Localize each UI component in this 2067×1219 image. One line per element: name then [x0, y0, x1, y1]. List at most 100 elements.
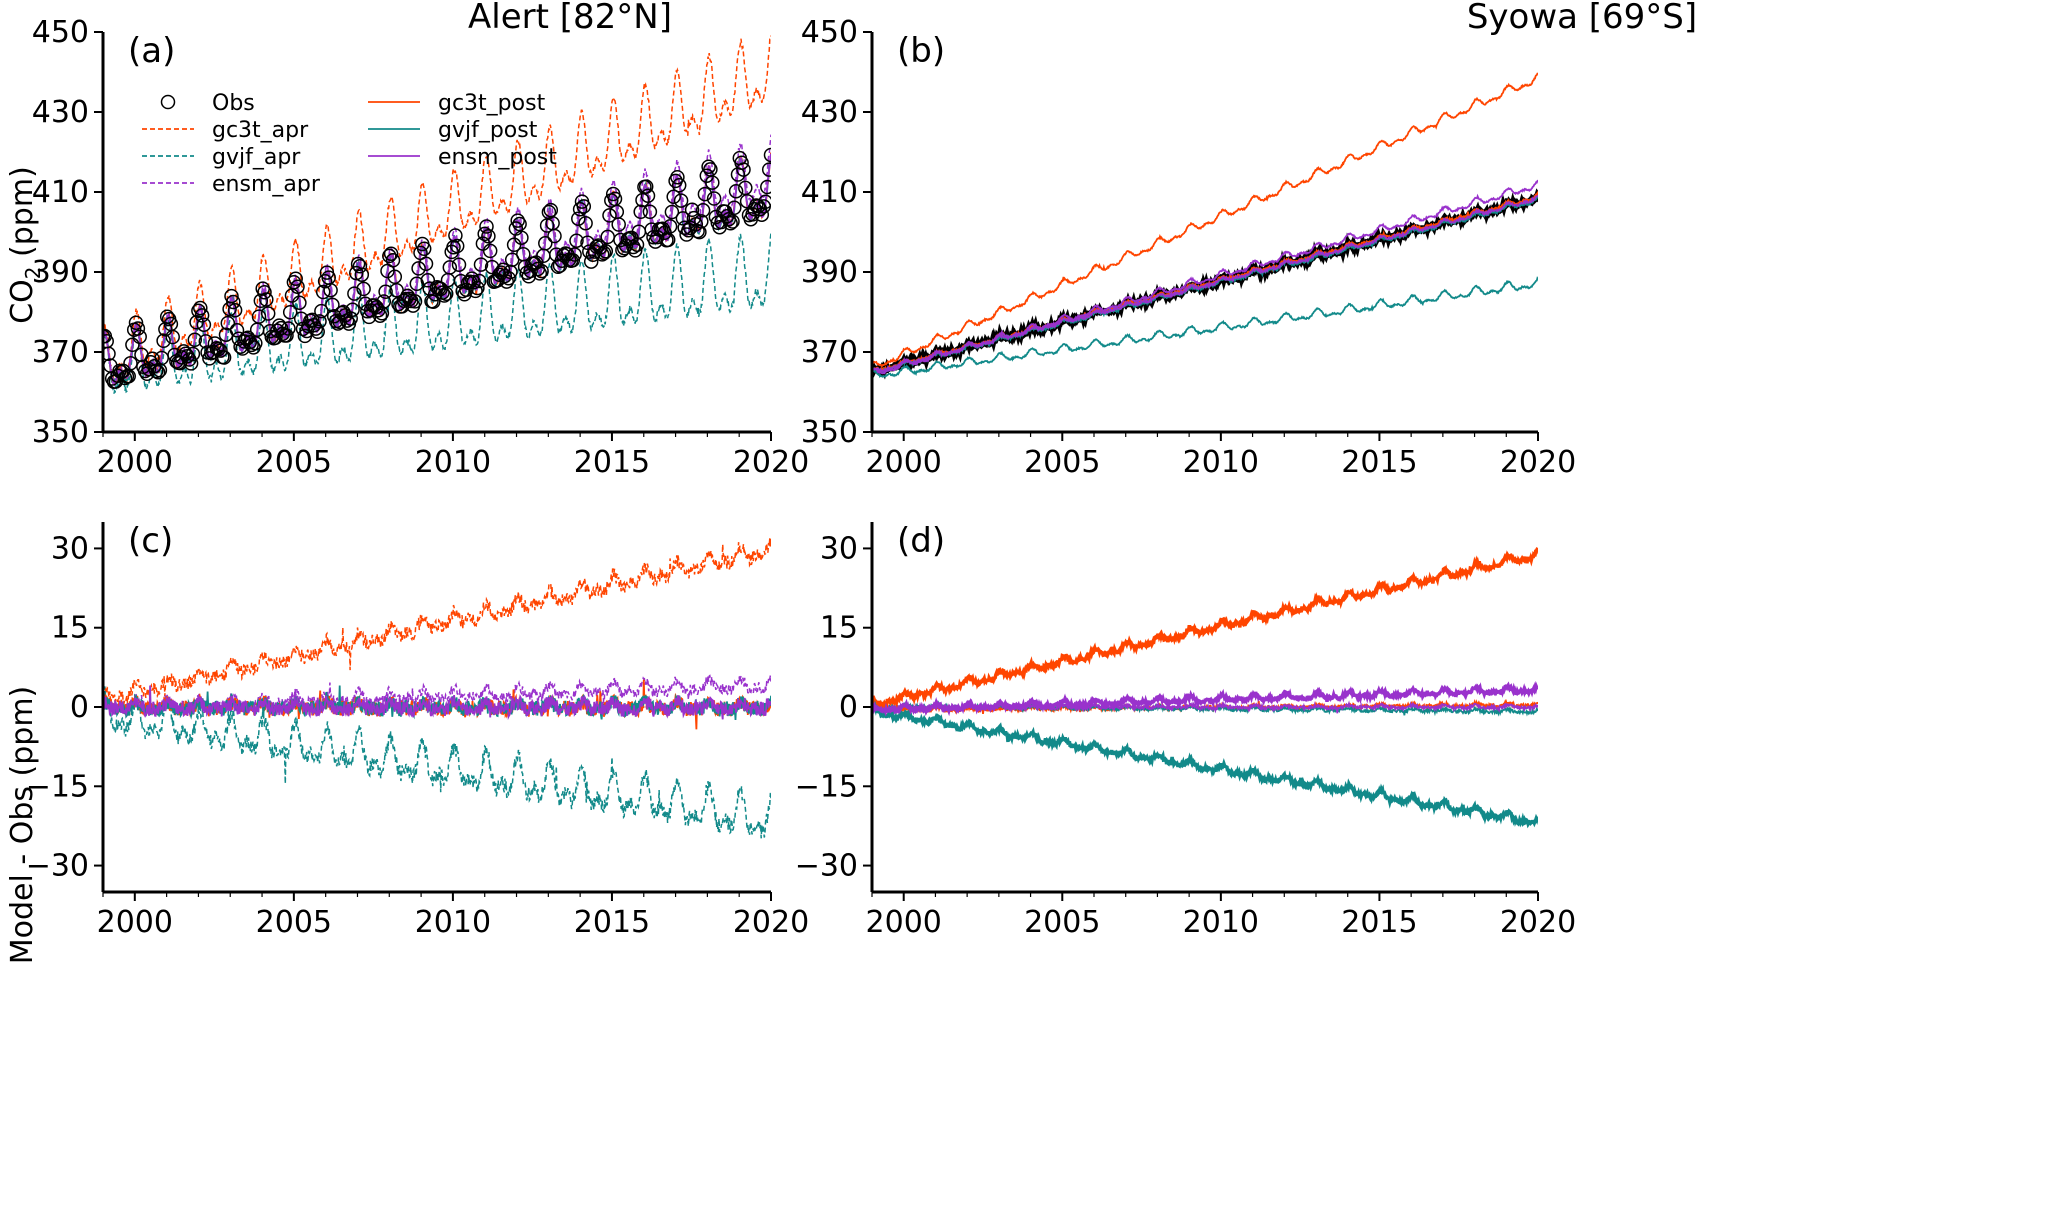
obs-point: [437, 288, 452, 303]
x-tick-label: 2015: [574, 445, 650, 480]
obs-point: [183, 356, 199, 371]
obs-point: [389, 282, 404, 298]
obs-point: [224, 288, 239, 304]
y-tick-label: 390: [801, 255, 858, 290]
obs-point: [670, 169, 685, 185]
x-tick-label: 2015: [1341, 445, 1417, 480]
obs-point: [150, 365, 166, 380]
obs-point: [565, 253, 581, 268]
obs-point: [315, 284, 331, 300]
obs-point: [248, 335, 263, 351]
obs-point: [382, 248, 397, 264]
obs-point: [538, 236, 553, 251]
obs-point: [694, 214, 709, 229]
obs-point: [347, 286, 362, 301]
obs-point: [416, 241, 432, 257]
obs-point: [633, 204, 648, 220]
y-tick-label: 15: [820, 611, 858, 646]
obs-point: [514, 230, 529, 245]
obs-point: [159, 309, 175, 324]
obs-point: [354, 267, 370, 282]
obs-point: [103, 346, 116, 362]
obs-point: [229, 322, 245, 338]
obs-point: [372, 308, 388, 323]
series-gc3t_apr-line: [872, 546, 1538, 712]
obs-point: [156, 333, 171, 349]
legend-label: gvjf_post: [438, 118, 538, 143]
legend-label: ensm_apr: [212, 172, 321, 197]
obs-point: [692, 224, 707, 240]
legend-item-gvjf_post: gvjf_post: [368, 118, 538, 143]
obs-point: [598, 244, 614, 259]
series-ensm_apr-line: [872, 179, 1538, 375]
y-tick-label: 430: [32, 95, 89, 130]
x-tick-label: 2010: [1183, 445, 1259, 480]
x-tick-label: 2000: [97, 445, 173, 480]
obs-point: [251, 309, 267, 324]
obs-point: [618, 238, 634, 253]
y-tick-label: 450: [801, 15, 858, 50]
obs-point: [259, 292, 274, 307]
obs-point: [383, 246, 399, 261]
obs-point: [571, 211, 586, 226]
obs-point: [312, 314, 327, 329]
panel-b-syowa-co2: Syowa [69°S] 2000 2005 2010 2015 2020 350 370 3…: [801, 0, 1697, 480]
obs-point: [697, 186, 713, 202]
x-tick-label: 2010: [1183, 905, 1259, 940]
x-tick-label: 2020: [733, 905, 809, 940]
x-tick-label: 2015: [574, 905, 650, 940]
obs-point: [130, 321, 146, 336]
obs-point: [257, 285, 272, 300]
panel-c-ylabel: Model - Obs (ppm): [5, 686, 40, 965]
obs-point: [442, 260, 458, 275]
obs-point: [438, 286, 454, 302]
obs-point: [640, 188, 656, 203]
panel-letter: (d): [897, 521, 945, 561]
legend-item-gvjf_apr: gvjf_apr: [142, 145, 301, 170]
legend-item-ensm_post: ensm_post: [368, 145, 557, 170]
obs-point: [763, 147, 771, 163]
obs-point: [376, 294, 392, 309]
obs-point: [288, 271, 303, 286]
obs-point: [512, 216, 527, 232]
obs-point: [468, 283, 483, 299]
y-tick-label: 30: [51, 531, 89, 566]
obs-point: [547, 228, 562, 244]
obs-point: [727, 200, 742, 216]
obs-point: [728, 183, 744, 199]
obs-point: [501, 270, 516, 286]
obs-point: [477, 226, 492, 242]
obs-point: [409, 276, 425, 292]
obs-point: [343, 311, 358, 326]
obs-point: [132, 329, 147, 345]
obs-point: [426, 294, 441, 309]
obs-point: [420, 273, 436, 288]
x-tick-label: 2015: [1341, 905, 1417, 940]
y-tick-label: 410: [801, 175, 858, 210]
obs-point: [352, 259, 368, 274]
x-tick-label: 2020: [1500, 445, 1576, 480]
obs-point: [761, 162, 771, 177]
panel-a-alert-co2: Alert [82°N] CO2 (ppm) 2000 2005 2010 2015 2…: [5, 0, 809, 480]
y-tick-label: 0: [70, 690, 89, 725]
obs-point: [385, 253, 401, 268]
series-obs-markers: [103, 147, 771, 389]
obs-point: [695, 203, 711, 218]
y-tick-label: 350: [32, 415, 89, 450]
obs-point: [673, 193, 689, 208]
x-tick-label: 2005: [1024, 905, 1100, 940]
obs-point: [227, 302, 243, 318]
obs-point: [279, 328, 294, 343]
obs-point: [675, 211, 691, 226]
obs-point: [660, 232, 676, 248]
panel-a-title: Alert [82°N]: [468, 0, 672, 37]
obs-point: [310, 324, 325, 340]
obs-point: [356, 281, 371, 297]
x-tick-label: 2005: [256, 905, 332, 940]
series-ensm_apr-line: [103, 134, 771, 385]
y-tick-label: 450: [32, 15, 89, 50]
obs-point: [220, 315, 236, 331]
y-tick-label: −15: [795, 769, 858, 804]
obs-point: [482, 243, 498, 259]
